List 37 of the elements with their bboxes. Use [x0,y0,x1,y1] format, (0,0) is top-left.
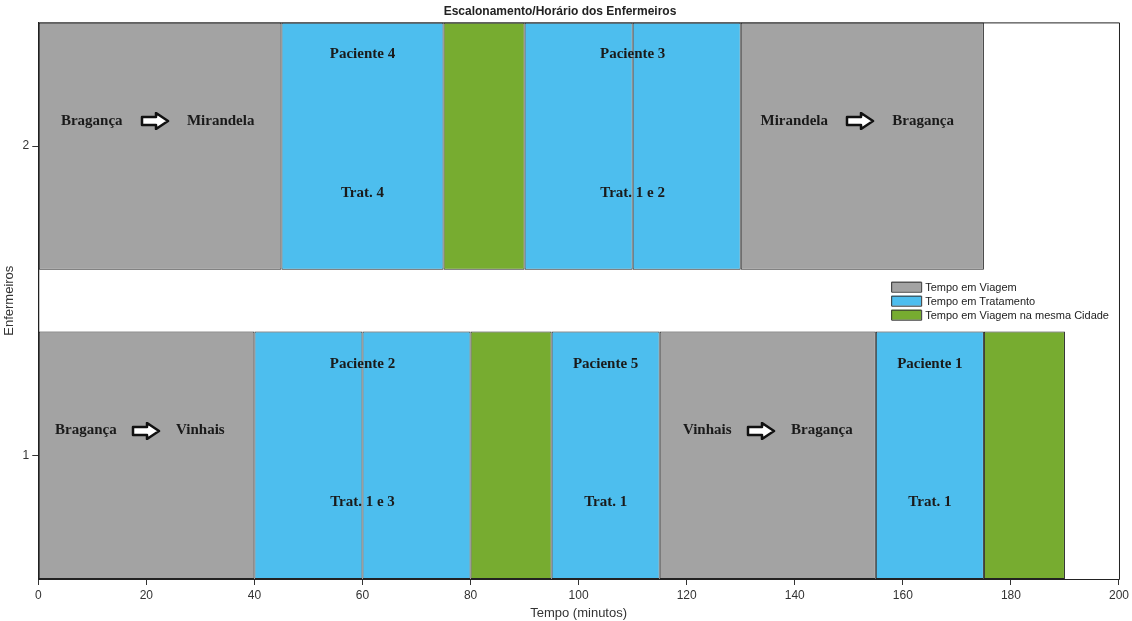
y-axis-title: Enfermeiros [1,265,17,336]
annotation: Trat. 4 [340,183,385,200]
annotation: Bragança [892,112,955,129]
x-tick-label: 0 [34,587,42,602]
annotation: Trat. 1 [584,493,628,510]
y-tick-label: 1 [22,447,30,462]
x-tick-label: 120 [676,587,698,602]
annotation: Bragança [60,112,124,129]
annotation: Paciente 3 [599,45,666,62]
annotation: Paciente 1 [897,354,963,371]
chart-title: Escalonamento/Horário dos Enfermeiros [443,3,677,18]
x-tick-label: 20 [139,587,154,602]
annotation: Mirandela [760,112,829,129]
x-tick-label: 140 [784,587,806,602]
legend-label: Tempo em Tratamento [925,294,1036,307]
annotation: Bragança [54,421,118,438]
annotation: Trat. 1 [908,493,952,510]
annotation: Trat. 1 e 2 [600,183,666,200]
x-tick-label: 60 [355,587,370,602]
annotation: Vinhais [682,421,732,438]
annotation: Paciente 2 [329,354,396,371]
annotation: Trat. 1 e 3 [330,493,395,510]
annotation: Bragança [790,421,854,438]
x-tick-label: 200 [1108,587,1130,602]
x-tick-label: 80 [463,587,478,602]
legend-label: Tempo em Viagem na mesma Cidade [925,308,1109,321]
x-tick-label: 180 [1000,587,1022,602]
annotation: Paciente 5 [572,354,639,371]
annotation: Paciente 4 [329,45,396,62]
x-tick-label: 40 [247,587,262,602]
y-tick-label: 2 [22,138,30,153]
x-axis-title: Tempo (minutos) [530,604,628,620]
x-tick-label: 100 [568,587,589,602]
x-tick-label: 160 [892,587,914,602]
legend-label: Tempo em Viagem [925,280,1017,293]
annotation: Vinhais [176,421,225,438]
annotation: Mirandela [186,112,255,129]
